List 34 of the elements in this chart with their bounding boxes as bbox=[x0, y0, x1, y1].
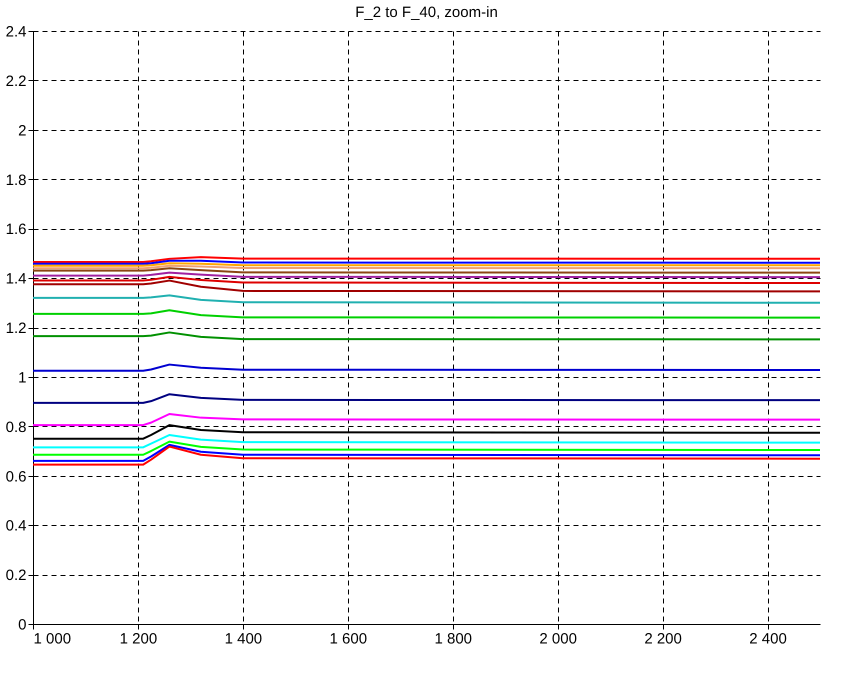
y-tick-label: 1.6 bbox=[6, 221, 26, 238]
line-series bbox=[33, 280, 820, 292]
chart-title: F_2 to F_40, zoom-in bbox=[355, 4, 498, 21]
line-series bbox=[33, 331, 820, 340]
y-tick-label: 1.4 bbox=[6, 270, 26, 288]
line-series bbox=[33, 276, 820, 284]
line-series bbox=[33, 393, 820, 404]
line-series bbox=[33, 412, 820, 426]
x-tick-label: 1 200 bbox=[120, 630, 158, 648]
line-series bbox=[33, 294, 820, 304]
x-tick-label: 1 000 bbox=[34, 630, 72, 648]
line-series bbox=[33, 444, 820, 462]
y-tick-label: 0.6 bbox=[6, 468, 26, 486]
y-tick-label: 2 bbox=[18, 122, 26, 140]
y-tick-label: 1 bbox=[18, 369, 26, 386]
x-tick-label: 2 400 bbox=[749, 630, 787, 648]
y-tick-label: 1.2 bbox=[6, 320, 26, 337]
x-tick-label: 2 200 bbox=[644, 630, 682, 648]
y-tick-label: 0.2 bbox=[6, 567, 26, 584]
line-series bbox=[33, 440, 820, 456]
y-tick-label: 0.4 bbox=[6, 518, 26, 535]
line-series bbox=[33, 434, 820, 448]
line-series bbox=[33, 446, 820, 466]
y-tick-label: 0.8 bbox=[6, 418, 26, 436]
line-series bbox=[33, 309, 820, 319]
y-tick-label: 2.2 bbox=[6, 72, 26, 90]
y-tick-label: 1.8 bbox=[6, 172, 26, 189]
y-tick-label: 2.4 bbox=[6, 24, 26, 40]
line-series bbox=[33, 364, 820, 372]
x-tick-label: 1 600 bbox=[330, 630, 368, 648]
x-tick-label: 1 400 bbox=[224, 630, 262, 648]
x-tick-label: 2 000 bbox=[539, 630, 577, 648]
y-tick-label: 0 bbox=[18, 616, 26, 634]
x-tick-label: 1 800 bbox=[434, 630, 472, 648]
